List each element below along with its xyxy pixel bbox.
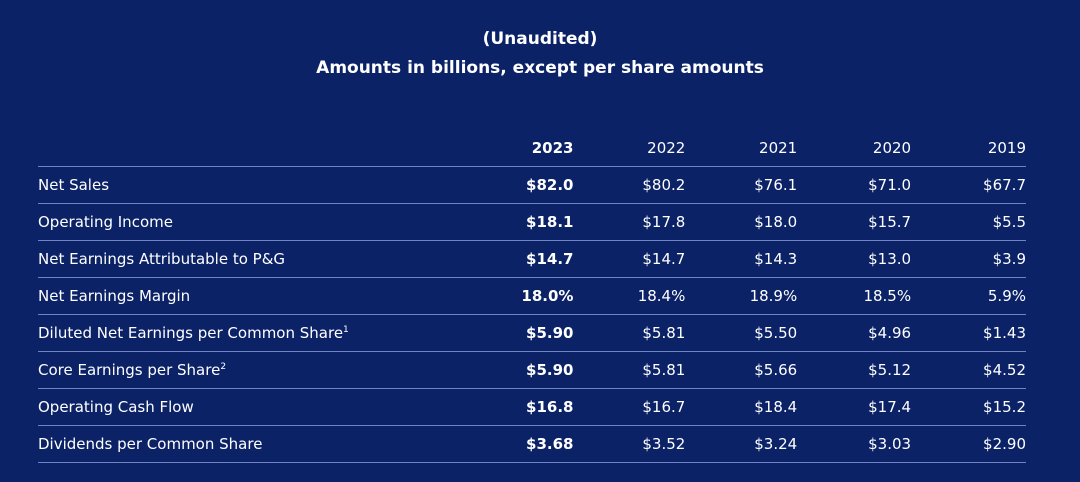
table-caption: Amounts in billions, except per share am… (316, 58, 764, 78)
value-cell-2022: $5.81 (573, 351, 686, 389)
value-cell-2022: $14.7 (573, 240, 686, 278)
value-cell-2023: $16.8 (348, 388, 574, 426)
value-cell-2020: $71.0 (797, 166, 912, 204)
value-cell-2023: 18.0% (348, 277, 574, 315)
row-label-text: Operating Cash Flow (38, 398, 194, 416)
column-header-2022: 2022 (573, 130, 686, 167)
column-header-2023: 2023 (348, 130, 574, 167)
value-cell-2019: $1.43 (911, 314, 1026, 352)
header-label-cell (38, 130, 349, 167)
value-cell-2023: $3.68 (348, 425, 574, 463)
table-row: Core Earnings per Share2 $5.90 $5.81 $5.66 $… (38, 351, 1026, 389)
value-cell-2021: $3.24 (685, 425, 798, 463)
value-cell-2021: $14.3 (685, 240, 798, 278)
table-row: Dividends per Common Share $3.68 $3.52 $3.2… (38, 425, 1026, 463)
value-cell-2021: $18.0 (685, 203, 798, 241)
value-cell-2020: $4.96 (797, 314, 912, 352)
column-header-2019: 2019 (911, 130, 1026, 167)
value-cell-2022: $5.81 (573, 314, 686, 352)
row-label-text: Diluted Net Earnings per Common Share (38, 324, 344, 342)
value-cell-2020: $3.03 (797, 425, 912, 463)
table-row: Net Earnings Attributable to P&G $14.7 $14… (38, 240, 1026, 278)
value-cell-2021: 18.9% (685, 277, 798, 315)
value-cell-2022: 18.4% (573, 277, 686, 315)
footnote-marker: 1 (343, 325, 349, 335)
row-label-text: Dividends per Common Share (38, 435, 263, 453)
row-label: Net Sales (38, 166, 349, 204)
row-label: Core Earnings per Share2 (38, 351, 349, 389)
value-cell-2023: $5.90 (348, 351, 574, 389)
value-cell-2019: $4.52 (911, 351, 1026, 389)
row-label-text: Net Earnings Attributable to P&G (38, 250, 286, 268)
row-label: Operating Cash Flow (38, 388, 349, 426)
table-row: Net Earnings Margin 18.0% 18.4% 18.9% 18.5% 5… (38, 277, 1026, 315)
value-cell-2019: $2.90 (911, 425, 1026, 463)
value-cell-2022: $17.8 (573, 203, 686, 241)
row-label-text: Operating Income (38, 213, 173, 231)
row-label-text: Net Earnings Margin (38, 287, 191, 305)
subtitle-unaudited: (Unaudited) (482, 29, 598, 49)
row-label: Net Earnings Margin (38, 277, 349, 315)
value-cell-2019: $67.7 (911, 166, 1026, 204)
value-cell-2020: $15.7 (797, 203, 912, 241)
value-cell-2021: $18.4 (685, 388, 798, 426)
table-row: Operating Income $18.1 $17.8 $18.0 $15.7 $5.5 (38, 203, 1026, 241)
table-row: Net Sales $82.0 $80.2 $76.1 $71.0 $67.7 (38, 166, 1026, 204)
value-cell-2023: $5.90 (348, 314, 574, 352)
value-cell-2020: 18.5% (797, 277, 912, 315)
value-cell-2022: $80.2 (573, 166, 686, 204)
row-label: Net Earnings Attributable to P&G (38, 240, 349, 278)
value-cell-2023: $14.7 (348, 240, 574, 278)
row-label: Diluted Net Earnings per Common Share1 (38, 314, 349, 352)
financial-highlights-table: 2023 2022 2021 2020 2019 Net Sales $82.0 $… (38, 130, 1026, 463)
row-label: Dividends per Common Share (38, 425, 349, 463)
value-cell-2019: $3.9 (911, 240, 1026, 278)
value-cell-2023: $82.0 (348, 166, 574, 204)
table-row: Diluted Net Earnings per Common Share1 $5… (38, 314, 1026, 352)
value-cell-2020: $17.4 (797, 388, 912, 426)
value-cell-2023: $18.1 (348, 203, 574, 241)
row-label-text: Core Earnings per Share (38, 361, 221, 379)
row-label-text: Net Sales (38, 176, 110, 194)
column-header-2020: 2020 (797, 130, 912, 167)
value-cell-2022: $3.52 (573, 425, 686, 463)
value-cell-2022: $16.7 (573, 388, 686, 426)
value-cell-2021: $5.50 (685, 314, 798, 352)
column-header-2021: 2021 (685, 130, 798, 167)
value-cell-2019: $15.2 (911, 388, 1026, 426)
value-cell-2020: $13.0 (797, 240, 912, 278)
value-cell-2021: $76.1 (685, 166, 798, 204)
row-label: Operating Income (38, 203, 349, 241)
value-cell-2019: 5.9% (911, 277, 1026, 315)
table-header-row: 2023 2022 2021 2020 2019 (38, 130, 1026, 167)
footnote-marker: 2 (220, 362, 227, 372)
table-row: Operating Cash Flow $16.8 $16.7 $18.4 $17.4 $… (38, 388, 1026, 426)
value-cell-2019: $5.5 (911, 203, 1026, 241)
value-cell-2021: $5.66 (685, 351, 798, 389)
value-cell-2020: $5.12 (797, 351, 912, 389)
